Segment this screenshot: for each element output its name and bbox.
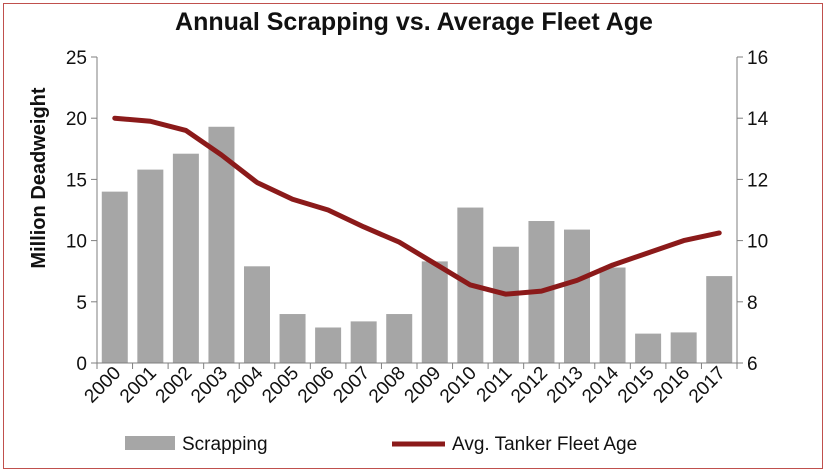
bar-2007 [350,321,377,363]
bar-2003 [208,126,235,363]
line-series [112,115,722,297]
x-tick-label-2010: 2010 [436,363,481,408]
y-tick-label-left: 20 [66,109,87,130]
bar-2006 [315,327,342,363]
bar-2017 [706,276,733,363]
bar-2013 [564,229,590,363]
fleet-age-line [112,115,722,297]
legend-swatch-scrapping [125,436,175,450]
x-tick-label-2001: 2001 [116,363,161,408]
bar-2008 [386,314,413,363]
y-tick-label-right: 12 [747,170,768,191]
x-tick-label-2004: 2004 [223,362,268,407]
legend-label-fleet-age: Avg. Tanker Fleet Age [452,434,637,455]
x-tick-label-2016: 2016 [649,363,694,408]
bar-2014 [599,267,626,363]
bar-2005 [279,314,306,363]
x-tick-label-2003: 2003 [187,363,232,408]
bar-2011 [492,246,519,363]
bar-2004 [244,266,270,363]
legend-label-scrapping: Scrapping [182,434,268,455]
x-tick-label-2012: 2012 [507,363,552,408]
x-tick-label-2007: 2007 [329,363,374,408]
x-tick-label-2015: 2015 [614,363,659,408]
axes: 0 5 10 15 20 25 6 8 10 12 14 16 20002001200220032004… [66,48,769,407]
bar-2000 [101,191,128,363]
x-tick-label-2002: 2002 [152,363,197,408]
x-tick-label-2013: 2013 [543,363,588,408]
chart-title: Annual Scrapping vs. Average Fleet Age [175,8,653,36]
y-tick-label-right: 14 [747,109,769,130]
x-tick-label-2005: 2005 [258,363,303,408]
y-tick-label-left: 15 [66,170,87,191]
bar-2002 [172,153,199,363]
y-tick-label-right: 10 [747,232,768,253]
x-tick-label-2009: 2009 [401,363,446,408]
y-tick-label-left: 10 [66,232,87,253]
bar-2015 [635,333,662,363]
y-tick-label-left: 25 [66,48,87,69]
y-tick-label-right: 16 [747,48,768,69]
y-tick-label-right: 6 [747,354,758,375]
x-tick-label-2008: 2008 [365,363,410,408]
y-tick-label-left: 5 [76,293,87,314]
x-tick-label-2006: 2006 [294,363,339,408]
x-tick-label-2011: 2011 [473,363,517,407]
legend: Scrapping Avg. Tanker Fleet Age [125,434,637,455]
x-tick-label-2000: 2000 [81,363,126,408]
bar-2016 [670,332,697,363]
y-axis-label: Million Deadweight [28,87,50,268]
y-tick-label-left: 0 [76,354,87,375]
y-tick-label-right: 8 [747,293,758,314]
bar-2001 [137,169,164,363]
x-tick-label-2014: 2014 [578,362,623,407]
x-tick-label-2017: 2017 [685,363,730,408]
bar-series [101,126,733,363]
bar-2009 [421,261,448,363]
